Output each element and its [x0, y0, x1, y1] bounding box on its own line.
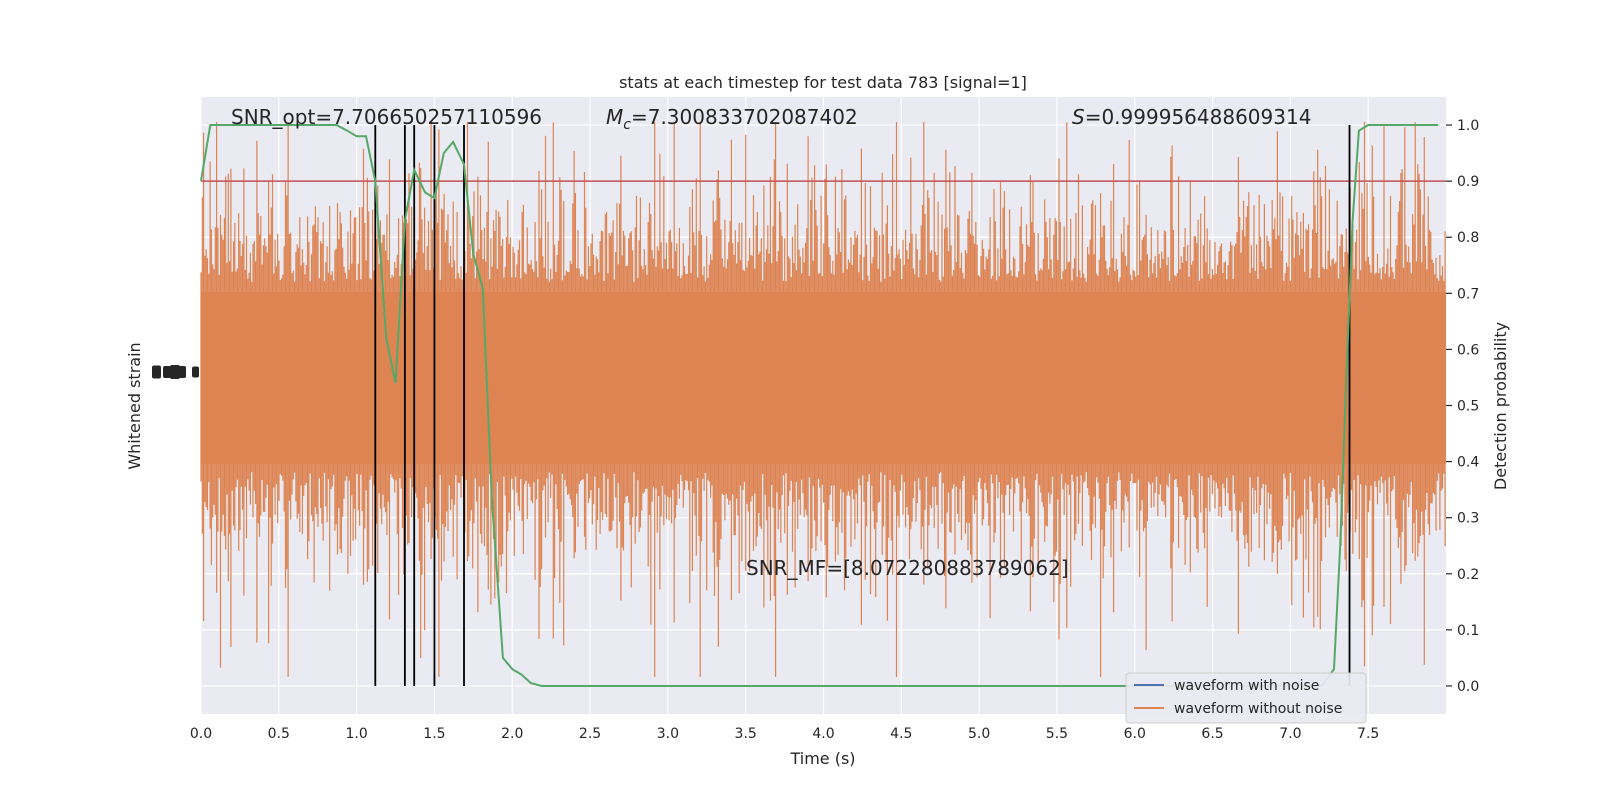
y-left-tick-glyph-3: [178, 366, 186, 378]
y-tick-label-5: 0.5: [1457, 399, 1479, 415]
y-tick-label-4: 0.4: [1457, 455, 1479, 471]
legend-label-waveform-with-noise: waveform with noise: [1174, 678, 1319, 694]
y-left-tick-glyph-2: [170, 365, 180, 379]
chirp-mass-value: =7.300833702087402: [631, 105, 858, 129]
y-tick-label-9: 0.9: [1457, 174, 1479, 190]
y-axis-right-label: Detection probability: [1491, 322, 1510, 490]
x-tick-label-12: 6.0: [1124, 726, 1146, 742]
chirp-mass-annotation: Mc=7.300833702087402: [606, 105, 858, 133]
x-tick-label-13: 6.5: [1201, 726, 1223, 742]
strain-series: [200, 122, 1446, 677]
y-tick-label-7: 0.7: [1457, 286, 1479, 302]
x-tick-label-5: 2.5: [579, 726, 601, 742]
y-tick-label-10: 1.0: [1457, 118, 1479, 134]
x-tick-label-15: 7.5: [1357, 726, 1379, 742]
x-tick-label-7: 3.5: [735, 726, 757, 742]
y-tick-label-1: 0.1: [1457, 623, 1479, 639]
x-axis-label: Time (s): [789, 749, 855, 768]
x-tick-label-9: 4.5: [890, 726, 912, 742]
y-tick-label-6: 0.6: [1457, 342, 1479, 358]
statistic-annotation: S=0.999956488609314: [1072, 105, 1311, 129]
legend-box: [1125, 672, 1367, 724]
y-tick-label-2: 0.2: [1457, 567, 1479, 583]
legend: waveform with noise waveform without noi…: [1125, 672, 1367, 724]
legend-label-waveform-without-noise: waveform without noise: [1174, 701, 1342, 717]
y-tick-label-3: 0.3: [1457, 511, 1479, 527]
y-left-tick-glyph-1: [163, 366, 171, 378]
x-tick-label-6: 3.0: [657, 726, 679, 742]
y-left-tick-glyph-0: [152, 365, 161, 379]
x-tick-label-4: 2.0: [501, 726, 523, 742]
statistic-value: =0.999956488609314: [1085, 105, 1312, 129]
chirp-mass-symbol: M: [606, 105, 623, 129]
x-tick-label-10: 5.0: [968, 726, 990, 742]
y-tick-label-0: 0.0: [1457, 679, 1479, 695]
chart-title: stats at each timestep for test data 783…: [619, 73, 1027, 92]
event-lines: [374, 125, 1351, 686]
statistic-symbol: S: [1072, 105, 1085, 129]
chirp-mass-subscript: c: [623, 117, 631, 133]
snr-mf-annotation: SNR_MF=[8.072280883789062]: [746, 556, 1069, 580]
x-tick-label-3: 1.5: [423, 726, 445, 742]
x-axis: 0.0 0.5 1.0 1.5 2.0 2.5 3.0 3.5 4.0 4.5 5.0 5.5 6.0 6…: [190, 726, 1379, 742]
y-axis-left-ticks: [152, 365, 199, 379]
y-left-tick-glyph-4: [192, 366, 199, 378]
y-tick-label-8: 0.8: [1457, 230, 1479, 246]
snr-opt-annotation: SNR_opt=7.706650257110596: [231, 105, 542, 129]
y-axis-right: 0.0 0.1 0.2 0.3 0.4 0.5 0.6 0.7 0.8 0.9 1.0: [1446, 118, 1479, 695]
waveform-without-noise-line: [200, 122, 1446, 677]
x-tick-label-2: 1.0: [345, 726, 367, 742]
x-tick-label-8: 4.0: [812, 726, 834, 742]
x-tick-label-0: 0.0: [190, 726, 212, 742]
x-tick-label-1: 0.5: [268, 726, 290, 742]
y-axis-left-label: Whitened strain: [125, 342, 144, 469]
x-tick-label-11: 5.5: [1046, 726, 1068, 742]
x-tick-label-14: 7.0: [1279, 726, 1301, 742]
